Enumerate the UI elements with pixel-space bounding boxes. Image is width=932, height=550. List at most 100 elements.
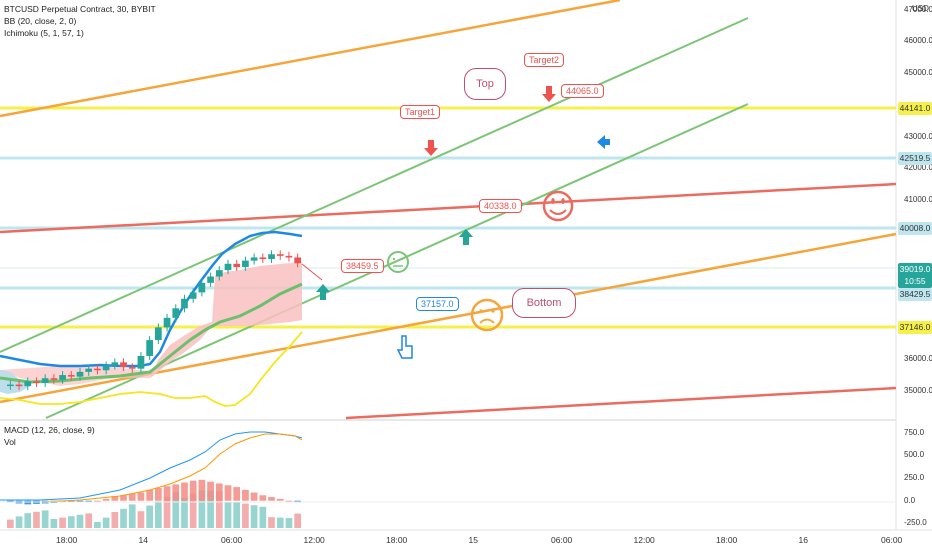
price-pointer-line[interactable] <box>301 263 323 281</box>
candle-body[interactable] <box>15 384 23 387</box>
candle-body[interactable] <box>242 260 249 267</box>
volume-bar <box>85 513 93 528</box>
candle-body[interactable] <box>224 263 232 271</box>
arrow-left-icon[interactable] <box>597 135 610 149</box>
price-callout-40338[interactable]: 40338.0 <box>479 199 522 213</box>
price-axis-tick: 42000.0 <box>904 163 932 173</box>
red-trendline-upper[interactable] <box>0 182 897 234</box>
arrow-up-icon[interactable] <box>459 229 473 245</box>
signal-line[interactable] <box>0 433 303 503</box>
volume-bar <box>224 501 232 528</box>
macd-histogram-bar <box>233 487 241 501</box>
price-axis-tick: 35000.0 <box>904 385 932 395</box>
sad-face-icon[interactable] <box>470 298 504 332</box>
time-axis-tick: 14 <box>138 535 148 545</box>
time-axis-tick: 18:00 <box>386 535 408 545</box>
neutral-face-icon[interactable] <box>387 251 409 273</box>
candle-body[interactable] <box>128 367 136 369</box>
candle-body[interactable] <box>294 257 301 264</box>
candle-body[interactable] <box>155 327 162 341</box>
time-axis-tick: 12:00 <box>303 535 325 545</box>
time-axis-tick: 12:00 <box>633 535 655 545</box>
candle-body[interactable] <box>50 378 58 380</box>
candle-body[interactable] <box>285 255 293 258</box>
volume-bar <box>102 517 110 528</box>
candle-body[interactable] <box>215 270 223 277</box>
target1-callout[interactable]: Target1 <box>400 105 441 119</box>
smiley-face-icon[interactable] <box>542 190 574 222</box>
time-axis-tick: 18:00 <box>56 535 78 545</box>
candle-body[interactable] <box>276 254 284 256</box>
candle-body[interactable] <box>41 378 49 383</box>
macd-histogram-bar <box>215 483 223 501</box>
volume-bar <box>120 508 127 528</box>
macd-histogram-bar <box>67 500 75 503</box>
candle-body[interactable] <box>137 355 145 369</box>
macd-axis-tick: 500.0 <box>904 450 925 460</box>
candle-body[interactable] <box>189 292 197 299</box>
macd-indicator-label[interactable]: MACD (12, 26, close, 9) <box>4 425 95 435</box>
price-callout-44065[interactable]: 44065.0 <box>561 84 604 98</box>
candle-body[interactable] <box>59 375 66 380</box>
orange-trendline-upper[interactable] <box>0 0 621 118</box>
pointing-hand-icon[interactable] <box>396 335 413 359</box>
price-tag-37146: 37146.0 <box>898 321 932 334</box>
macd-histogram-bar <box>24 500 32 505</box>
volume-bar <box>163 496 171 528</box>
arrow-down-icon[interactable] <box>542 86 556 102</box>
candle-body[interactable] <box>33 381 40 383</box>
candle-body[interactable] <box>233 263 241 267</box>
bb-upper-line[interactable] <box>0 230 303 368</box>
macd-histogram-bar <box>172 484 180 501</box>
price-tag-42519: 42519.5 <box>898 152 932 165</box>
arrow-up-icon[interactable] <box>316 284 330 300</box>
price-axis-tick: 47000.0 <box>904 4 932 14</box>
ichimoku-indicator-label[interactable]: Ichimoku (5, 1, 57, 1) <box>4 28 84 38</box>
candle-body[interactable] <box>67 375 75 377</box>
candle-body[interactable] <box>7 384 14 387</box>
red-trendline-lower[interactable] <box>345 386 897 420</box>
macd-histogram-bar <box>163 486 171 501</box>
volume-bar <box>198 490 206 528</box>
macd-histogram-bar <box>285 500 293 502</box>
candle-body[interactable] <box>163 317 171 328</box>
macd-line[interactable] <box>0 431 303 501</box>
macd-axis-tick: 250.0 <box>904 473 925 482</box>
candle-body[interactable] <box>250 257 258 261</box>
candle-body[interactable] <box>102 365 110 371</box>
arrow-down-icon[interactable] <box>424 140 438 156</box>
bottom-callout[interactable]: Bottom <box>512 288 576 318</box>
price-callout-37157[interactable]: 37157.0 <box>416 297 459 311</box>
candle-body[interactable] <box>76 371 84 377</box>
volume-bar <box>15 516 23 528</box>
green-channel-upper[interactable] <box>0 17 749 353</box>
candle-body[interactable] <box>111 362 119 366</box>
volume-indicator-label[interactable]: Vol <box>4 437 16 447</box>
candle-body[interactable] <box>207 276 214 283</box>
current-price: 39019.0 <box>899 264 931 274</box>
volume-bar <box>294 513 301 528</box>
bb-lower-line[interactable] <box>0 331 303 407</box>
price-axis-tick: 43000.0 <box>904 131 932 141</box>
macd-histogram-bar <box>76 500 84 502</box>
candle-body[interactable] <box>146 340 153 356</box>
candle-body[interactable] <box>259 257 267 260</box>
top-callout[interactable]: Top <box>464 68 506 100</box>
candle-body[interactable] <box>24 381 32 387</box>
bb-basis-line[interactable] <box>0 282 303 384</box>
bb-indicator-label[interactable]: BB (20, close, 2, 0) <box>4 16 77 26</box>
price-candles[interactable] <box>7 250 301 391</box>
price-callout-38459[interactable]: 38459.5 <box>341 259 384 273</box>
candle-body[interactable] <box>268 254 275 260</box>
macd-axis-tick: 750.0 <box>904 427 925 437</box>
candle-body[interactable] <box>198 282 206 293</box>
candle-body[interactable] <box>172 308 180 318</box>
price-axis-tick: 45000.0 <box>904 68 932 78</box>
target2-callout[interactable]: Target2 <box>524 53 565 67</box>
candle-body[interactable] <box>120 362 127 368</box>
volume-bar <box>24 513 32 528</box>
candle-body[interactable] <box>181 298 188 309</box>
candle-body[interactable] <box>94 368 101 371</box>
candle-body[interactable] <box>85 368 93 372</box>
